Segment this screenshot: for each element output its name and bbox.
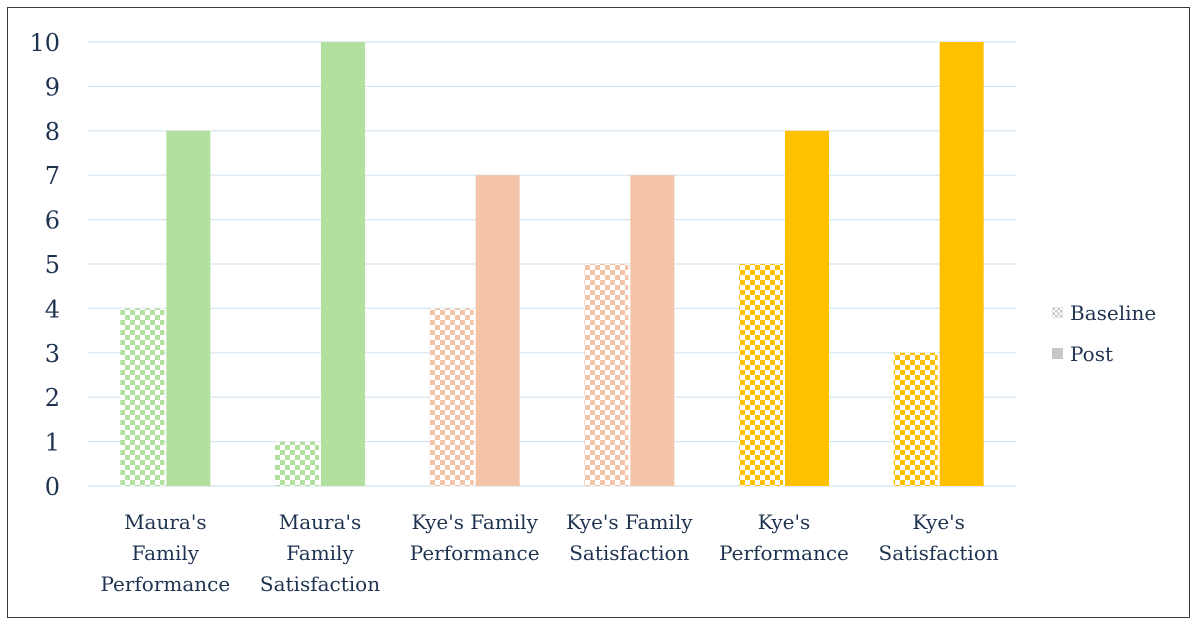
y-tick-label: 5 (45, 251, 60, 279)
bar-baseline-2 (429, 308, 474, 486)
bar-baseline-1 (275, 441, 319, 486)
legend: Baseline Post (1052, 301, 1156, 366)
x-category-label: Kye's Performance (719, 510, 849, 565)
y-tick-label: 7 (45, 162, 60, 190)
bar-post-3 (630, 175, 675, 486)
y-tick-label: 9 (45, 73, 60, 101)
y-axis-tick-labels: 0 1 2 3 4 5 6 7 8 9 10 (29, 29, 60, 501)
y-tick-label: 8 (45, 118, 60, 146)
bar-post-2 (475, 175, 520, 486)
bar-post-4 (785, 130, 829, 487)
x-axis-category-labels: Maura's Family Performance Maura's Family Sat… (100, 510, 998, 596)
gridlines (88, 41, 1016, 487)
x-category-label: Maura's Family Performance (100, 510, 230, 596)
legend-swatch-post (1052, 348, 1063, 359)
bar-baseline-0 (120, 308, 165, 486)
legend-label-baseline: Baseline (1070, 301, 1156, 325)
y-tick-label: 10 (29, 29, 60, 57)
bar-post-5 (939, 42, 984, 486)
bar-post-1 (321, 42, 365, 486)
x-category-label: Kye's Family Performance (410, 510, 540, 565)
y-tick-label: 1 (45, 429, 60, 457)
x-category-label: Maura's Family Satisfaction (260, 510, 380, 596)
y-tick-label: 2 (45, 384, 60, 412)
y-tick-label: 4 (45, 295, 60, 323)
x-category-label: Kye's Satisfaction (879, 510, 999, 565)
bar-baseline-4 (739, 264, 783, 486)
bar-post-0 (166, 130, 211, 487)
bar-baseline-3 (584, 264, 629, 486)
x-category-label: Kye's Family Satisfaction (566, 510, 693, 565)
bars (120, 42, 984, 487)
y-tick-label: 3 (45, 340, 60, 368)
legend-swatch-baseline (1052, 307, 1063, 318)
y-tick-label: 6 (45, 207, 60, 235)
legend-label-post: Post (1070, 342, 1113, 366)
y-tick-label: 0 (45, 473, 60, 501)
bar-baseline-5 (893, 352, 938, 486)
